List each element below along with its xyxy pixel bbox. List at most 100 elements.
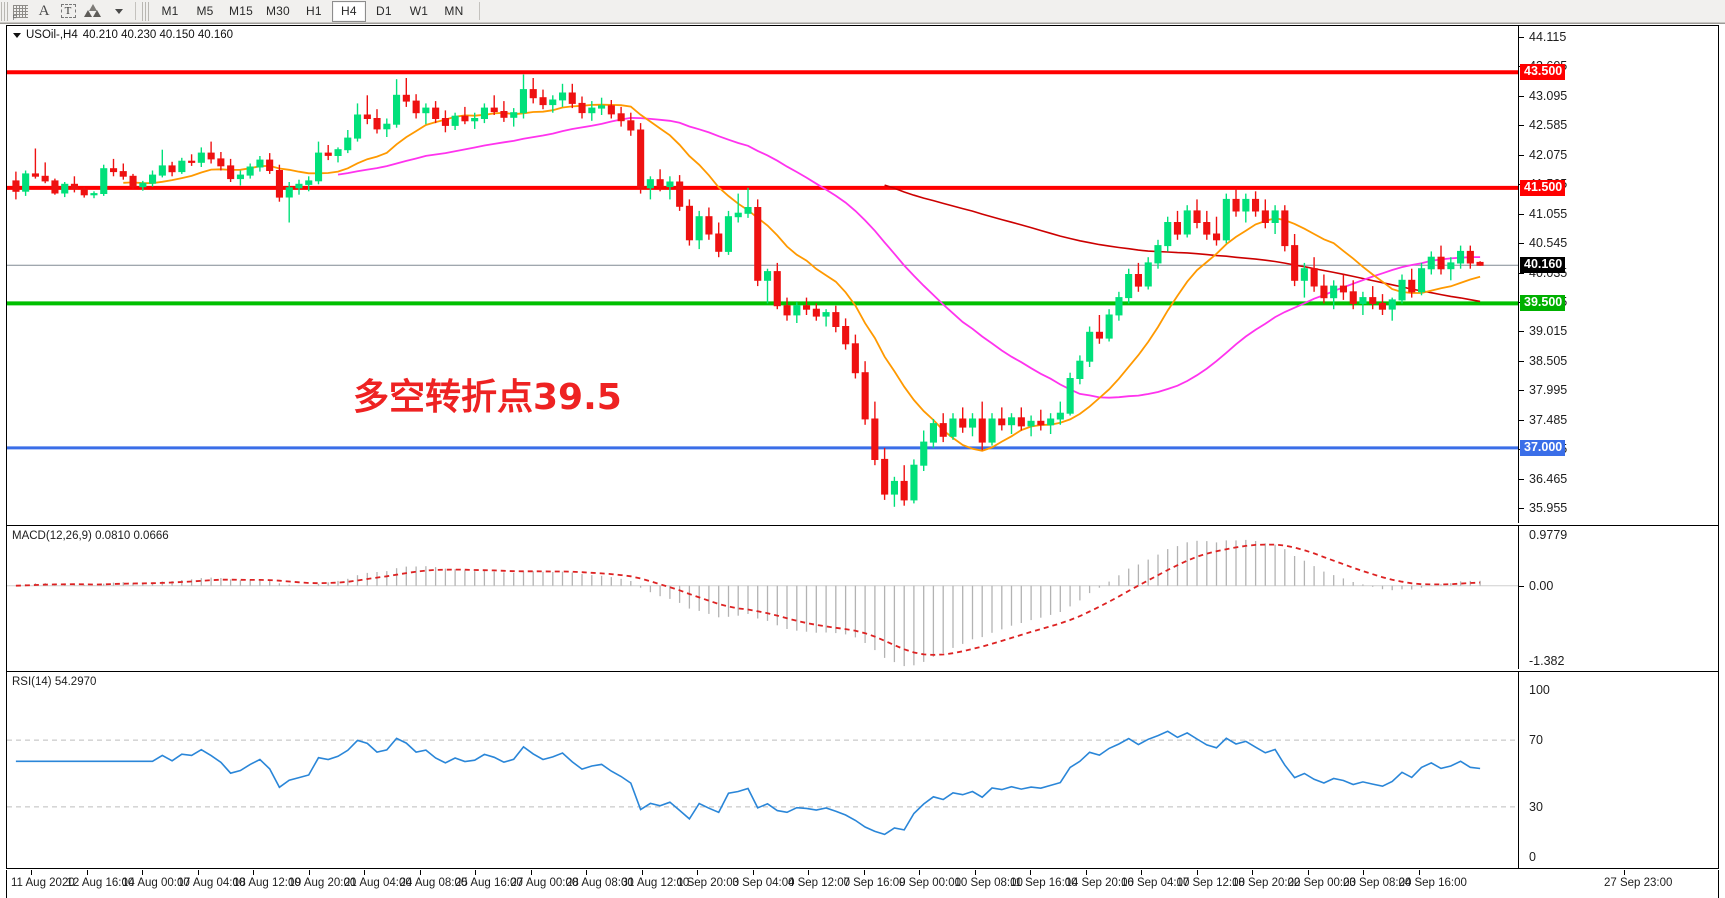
price-axis-label: 41.055 (1529, 206, 1568, 221)
time-axis-label: 3 Sep 04:00 (732, 877, 795, 889)
time-axis-label: 4 Sep 12:00 (788, 877, 851, 889)
time-axis-label: 24 Aug 08:00 (399, 877, 468, 889)
timeframe-h4[interactable]: H4 (331, 0, 366, 22)
chart-plot-outline[interactable]: USOil-,H4 40.210 40.230 40.150 40.160 多空… (6, 25, 1719, 869)
time-axis-label: 11 Sep 16:00 (1010, 877, 1078, 889)
main-toolbar: A T M1 M5 M15 M30 H1 H4 D1 W1 MN (0, 0, 1725, 23)
price-plot-area[interactable] (7, 26, 1518, 523)
macd-axis-tick (1519, 585, 1524, 587)
time-axis[interactable]: 11 Aug 2020 12 Aug 16:00 14 Aug 00:00 17 Au… (6, 870, 1719, 898)
time-axis-tick (752, 870, 754, 875)
macd-axis[interactable]: 0.9779 0.00 -1.382 (1518, 526, 1718, 669)
timeframe-m15[interactable]: M15 (229, 4, 253, 18)
price-axis-label: 39.015 (1529, 324, 1568, 339)
rsi-axis[interactable]: 100 70 30 0 (1518, 672, 1718, 868)
price-axis[interactable]: 44.11543.60543.09542.58542.07541.56541.0… (1518, 26, 1718, 523)
symbol-info-bar[interactable]: USOil-,H4 40.210 40.230 40.150 40.160 (13, 29, 233, 41)
rsi-axis-label: 0 (1529, 850, 1536, 864)
current-price-badge[interactable]: 40.160 (1520, 257, 1566, 274)
level-badge-37000[interactable]: 37.000 (1520, 439, 1566, 456)
level-badge-43500[interactable]: 43.500 (1520, 64, 1566, 81)
price-axis-label: 43.095 (1529, 88, 1568, 103)
price-axis-label: 44.115 (1529, 29, 1567, 44)
toolbar-drag-handle[interactable] (1, 1, 8, 21)
time-axis-tick (1418, 870, 1420, 875)
time-axis-tick (1196, 870, 1198, 875)
timeframe-mn[interactable]: MN (444, 4, 464, 18)
symbol-dropdown-caret-icon[interactable] (13, 32, 21, 38)
time-axis-tick (586, 870, 587, 875)
rsi-axis-label: 30 (1529, 799, 1543, 814)
toolbar-separator-2 (478, 2, 480, 20)
macd-axis-label: 0.00 (1529, 578, 1554, 593)
time-axis-label: 25 Aug 16:00 (455, 877, 523, 889)
rsi-svg (7, 730, 1518, 836)
macd-svg (7, 539, 1518, 667)
price-axis-label: 40.545 (1529, 236, 1568, 250)
shapes-icon[interactable] (80, 1, 106, 22)
time-axis-tick (142, 870, 143, 875)
rsi-title: RSI(14) 54.2970 (12, 676, 97, 688)
macd-plot-area[interactable] (7, 526, 1518, 669)
macd-pane[interactable]: MACD(12,26,9) 0.0810 0.0666 0.9779 0.00 -1… (7, 525, 1718, 669)
price-axis-label: 37.995 (1529, 383, 1568, 398)
price-axis-tick (1519, 478, 1524, 480)
time-axis-tick (974, 870, 976, 875)
price-axis-label: 38.505 (1529, 353, 1568, 368)
shapes-dropdown-caret-icon[interactable] (106, 1, 130, 22)
time-axis-tick (1307, 870, 1309, 875)
level-badge-41500[interactable]: 41.500 (1520, 179, 1566, 196)
time-axis-label: 18 Aug 12:00 (233, 877, 301, 889)
macd-title: MACD(12,26,9) 0.0810 0.0666 (12, 530, 169, 542)
macd-axis-label: -1.382 (1529, 654, 1565, 668)
rsi-pane[interactable]: RSI(14) 54.2970 100 70 30 0 (7, 671, 1718, 868)
timeframe-group: M1 M5 M15 M30 H1 H4 D1 W1 MN (153, 0, 471, 22)
time-axis-label: 17 Aug 04:00 (177, 877, 246, 889)
price-axis-tick (1519, 95, 1524, 97)
crosshair-grid-icon[interactable] (8, 1, 32, 22)
timeframe-h1[interactable]: H1 (306, 4, 322, 18)
price-axis-tick (1519, 390, 1524, 392)
timeframe-m5[interactable]: M5 (196, 4, 214, 18)
price-pane[interactable]: USOil-,H4 40.210 40.230 40.150 40.160 多空… (7, 26, 1718, 523)
timeframe-m1[interactable]: M1 (161, 4, 179, 18)
time-axis-tick (1030, 870, 1031, 875)
time-axis-label: 22 Sep 00:00 (1287, 877, 1356, 889)
time-axis-label: 27 Aug 00:00 (510, 877, 579, 889)
time-axis-tick (86, 870, 88, 875)
rsi-axis-label: 100 (1529, 683, 1550, 697)
time-axis-label: 17 Sep 12:00 (1176, 877, 1245, 889)
time-axis-tick (1363, 870, 1364, 875)
price-axis-tick (1519, 36, 1524, 38)
chart-frame: USOil-,H4 40.210 40.230 40.150 40.160 多空… (0, 23, 1725, 898)
time-axis-label: 23 Sep 08:00 (1343, 877, 1412, 889)
timeframe-m30[interactable]: M30 (265, 4, 290, 18)
timeframe-w1[interactable]: W1 (409, 4, 429, 18)
text-label-icon[interactable]: T (56, 1, 80, 22)
time-axis-label: 21 Aug 04:00 (344, 877, 412, 889)
timeframe-group-drag-handle[interactable] (142, 1, 149, 21)
time-axis-tick (1085, 870, 1087, 875)
time-axis-tick (419, 870, 421, 875)
toolbar-separator (135, 2, 136, 20)
price-axis-tick (1519, 419, 1524, 421)
time-axis-label: 10 Sep 08:00 (954, 877, 1023, 889)
time-axis-tick (31, 870, 32, 875)
time-axis-label: 18 Sep 20:00 (1232, 877, 1301, 889)
time-axis-tick (253, 870, 254, 875)
time-axis-tick (364, 870, 365, 875)
macd-axis-label: 0.9779 (1529, 528, 1568, 542)
level-badge-39500[interactable]: 39.500 (1520, 295, 1566, 312)
time-axis-tick (197, 870, 199, 875)
time-axis-tick (863, 870, 865, 875)
time-axis-label: 11 Aug 2020 (11, 877, 75, 889)
text-A-icon[interactable]: A (38, 2, 50, 19)
time-axis-label: 9 Sep 00:00 (899, 877, 962, 889)
symbol-ohlc: 40.210 40.230 40.150 40.160 (82, 29, 234, 41)
price-axis-label: 37.485 (1529, 412, 1568, 427)
price-axis-tick (1519, 243, 1524, 244)
timeframe-d1[interactable]: D1 (376, 4, 392, 18)
time-axis-tick (530, 870, 532, 875)
rsi-plot-area[interactable] (7, 672, 1518, 868)
price-axis-tick (1519, 360, 1524, 362)
